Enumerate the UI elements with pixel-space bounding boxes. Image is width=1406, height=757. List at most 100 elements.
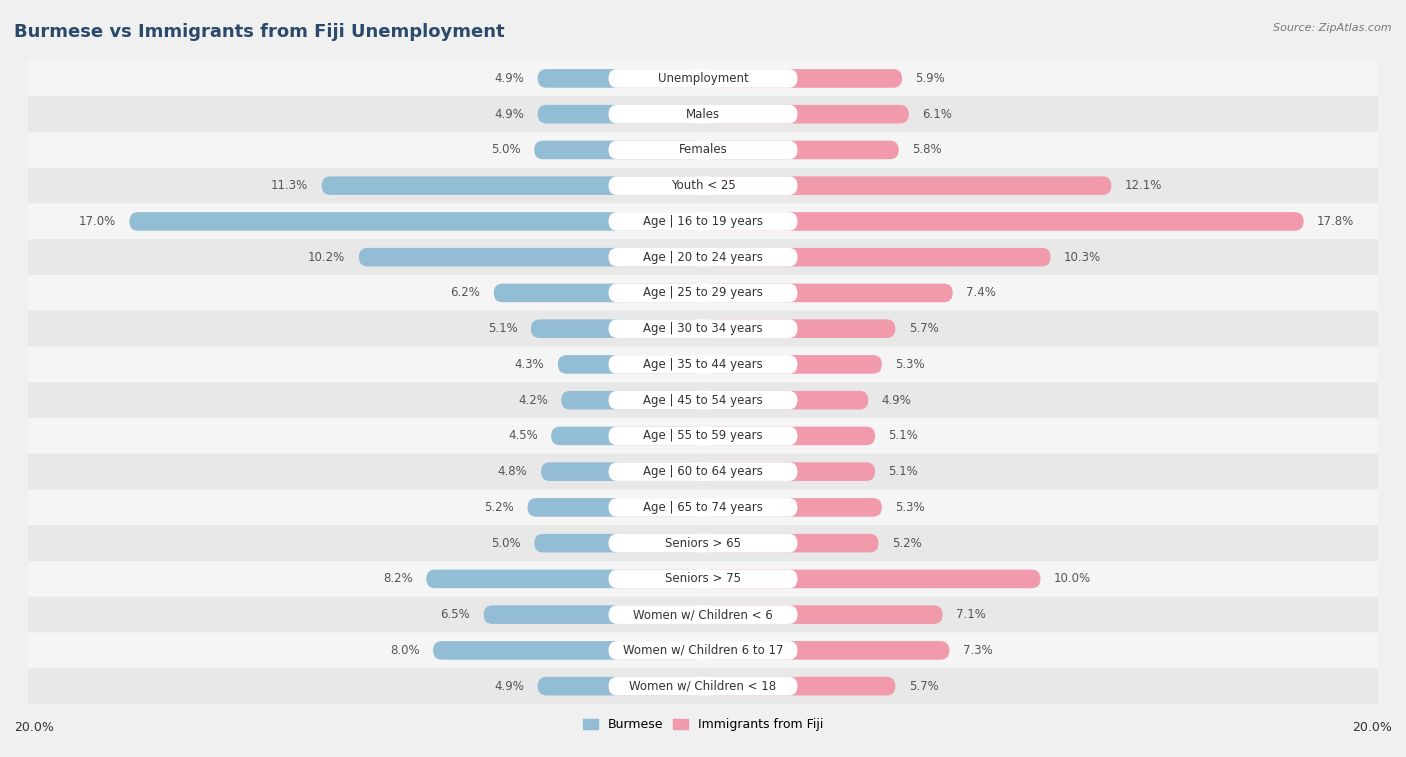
Text: 7.3%: 7.3% [963, 644, 993, 657]
FancyBboxPatch shape [534, 141, 703, 159]
FancyBboxPatch shape [28, 597, 1378, 633]
FancyBboxPatch shape [703, 141, 898, 159]
Text: 5.1%: 5.1% [488, 322, 517, 335]
Text: 17.8%: 17.8% [1317, 215, 1354, 228]
FancyBboxPatch shape [28, 168, 1378, 204]
Text: 10.3%: 10.3% [1064, 251, 1101, 263]
FancyBboxPatch shape [609, 534, 797, 553]
FancyBboxPatch shape [703, 641, 949, 659]
FancyBboxPatch shape [609, 69, 797, 88]
FancyBboxPatch shape [426, 569, 703, 588]
Text: Males: Males [686, 107, 720, 120]
Text: 5.3%: 5.3% [896, 358, 925, 371]
FancyBboxPatch shape [609, 391, 797, 410]
Text: 4.5%: 4.5% [508, 429, 537, 442]
Text: 7.1%: 7.1% [956, 608, 986, 621]
FancyBboxPatch shape [28, 490, 1378, 525]
FancyBboxPatch shape [494, 284, 703, 302]
Text: 5.3%: 5.3% [896, 501, 925, 514]
FancyBboxPatch shape [609, 319, 797, 338]
FancyBboxPatch shape [609, 212, 797, 231]
FancyBboxPatch shape [609, 176, 797, 195]
Text: 4.9%: 4.9% [495, 107, 524, 120]
FancyBboxPatch shape [703, 105, 908, 123]
Text: 5.2%: 5.2% [891, 537, 922, 550]
Text: 6.5%: 6.5% [440, 608, 470, 621]
Text: 4.9%: 4.9% [495, 680, 524, 693]
Text: 5.7%: 5.7% [908, 680, 939, 693]
FancyBboxPatch shape [609, 355, 797, 374]
FancyBboxPatch shape [537, 69, 703, 88]
Text: 10.2%: 10.2% [308, 251, 346, 263]
Text: 8.2%: 8.2% [382, 572, 413, 585]
Text: Age | 20 to 24 years: Age | 20 to 24 years [643, 251, 763, 263]
FancyBboxPatch shape [703, 176, 1111, 195]
FancyBboxPatch shape [28, 525, 1378, 561]
FancyBboxPatch shape [28, 61, 1378, 96]
FancyBboxPatch shape [129, 212, 703, 231]
FancyBboxPatch shape [703, 463, 875, 481]
Text: 6.2%: 6.2% [450, 286, 481, 300]
Text: Age | 30 to 34 years: Age | 30 to 34 years [643, 322, 763, 335]
FancyBboxPatch shape [609, 498, 797, 517]
FancyBboxPatch shape [28, 453, 1378, 490]
FancyBboxPatch shape [703, 534, 879, 553]
Text: 20.0%: 20.0% [14, 721, 53, 734]
Text: Age | 16 to 19 years: Age | 16 to 19 years [643, 215, 763, 228]
Text: 5.8%: 5.8% [912, 143, 942, 157]
Text: 8.0%: 8.0% [389, 644, 419, 657]
Text: 20.0%: 20.0% [1353, 721, 1392, 734]
FancyBboxPatch shape [609, 569, 797, 588]
FancyBboxPatch shape [703, 606, 942, 624]
Text: Women w/ Children < 6: Women w/ Children < 6 [633, 608, 773, 621]
Text: 5.0%: 5.0% [491, 143, 520, 157]
FancyBboxPatch shape [703, 69, 903, 88]
Text: Seniors > 65: Seniors > 65 [665, 537, 741, 550]
Text: 5.7%: 5.7% [908, 322, 939, 335]
FancyBboxPatch shape [558, 355, 703, 374]
FancyBboxPatch shape [28, 633, 1378, 668]
FancyBboxPatch shape [609, 641, 797, 659]
Text: 7.4%: 7.4% [966, 286, 995, 300]
FancyBboxPatch shape [703, 248, 1050, 266]
Text: 6.1%: 6.1% [922, 107, 952, 120]
FancyBboxPatch shape [561, 391, 703, 410]
FancyBboxPatch shape [28, 204, 1378, 239]
FancyBboxPatch shape [537, 677, 703, 696]
FancyBboxPatch shape [609, 606, 797, 624]
FancyBboxPatch shape [609, 248, 797, 266]
FancyBboxPatch shape [609, 105, 797, 123]
Text: Unemployment: Unemployment [658, 72, 748, 85]
FancyBboxPatch shape [28, 239, 1378, 275]
Text: Women w/ Children < 18: Women w/ Children < 18 [630, 680, 776, 693]
FancyBboxPatch shape [28, 347, 1378, 382]
FancyBboxPatch shape [703, 498, 882, 517]
Text: Women w/ Children 6 to 17: Women w/ Children 6 to 17 [623, 644, 783, 657]
FancyBboxPatch shape [703, 391, 869, 410]
Text: 4.9%: 4.9% [882, 394, 911, 407]
Text: Burmese vs Immigrants from Fiji Unemployment: Burmese vs Immigrants from Fiji Unemploy… [14, 23, 505, 41]
FancyBboxPatch shape [527, 498, 703, 517]
FancyBboxPatch shape [28, 132, 1378, 168]
FancyBboxPatch shape [28, 561, 1378, 597]
Text: 11.3%: 11.3% [271, 179, 308, 192]
FancyBboxPatch shape [28, 382, 1378, 418]
Text: Seniors > 75: Seniors > 75 [665, 572, 741, 585]
FancyBboxPatch shape [531, 319, 703, 338]
FancyBboxPatch shape [703, 427, 875, 445]
Text: Youth < 25: Youth < 25 [671, 179, 735, 192]
Text: 12.1%: 12.1% [1125, 179, 1163, 192]
FancyBboxPatch shape [534, 534, 703, 553]
FancyBboxPatch shape [703, 319, 896, 338]
FancyBboxPatch shape [484, 606, 703, 624]
FancyBboxPatch shape [703, 284, 953, 302]
FancyBboxPatch shape [28, 311, 1378, 347]
FancyBboxPatch shape [609, 141, 797, 159]
FancyBboxPatch shape [537, 105, 703, 123]
FancyBboxPatch shape [359, 248, 703, 266]
FancyBboxPatch shape [433, 641, 703, 659]
Text: 4.8%: 4.8% [498, 465, 527, 478]
FancyBboxPatch shape [609, 463, 797, 481]
Text: 5.1%: 5.1% [889, 429, 918, 442]
Text: 5.9%: 5.9% [915, 72, 945, 85]
